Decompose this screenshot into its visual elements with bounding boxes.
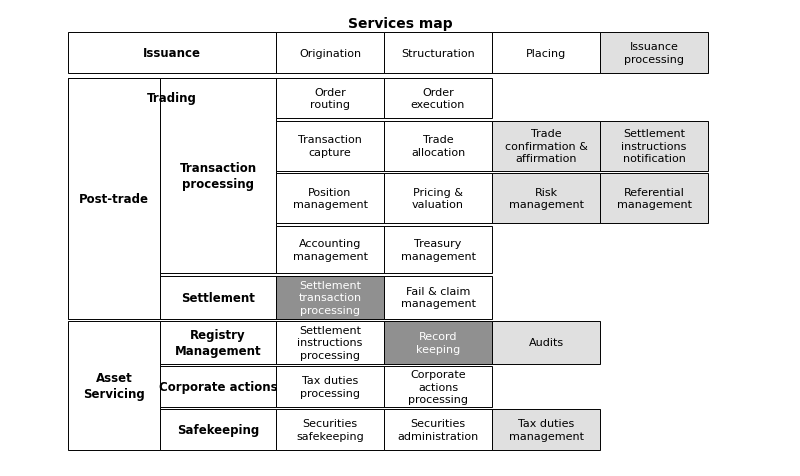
- Text: Issuance
processing: Issuance processing: [624, 42, 684, 65]
- Bar: [160, 409, 276, 450]
- Bar: [384, 79, 492, 119]
- Bar: [68, 321, 160, 450]
- Bar: [276, 321, 384, 364]
- Text: Audits: Audits: [529, 338, 563, 347]
- Bar: [384, 409, 492, 450]
- Bar: [384, 121, 492, 171]
- Text: Asset
Servicing: Asset Servicing: [83, 371, 145, 400]
- Bar: [492, 321, 600, 364]
- Text: Securities
safekeeping: Securities safekeeping: [296, 418, 364, 441]
- Text: Origination: Origination: [299, 49, 361, 59]
- Text: Post-trade: Post-trade: [79, 192, 149, 205]
- Text: Corporate actions: Corporate actions: [158, 380, 278, 393]
- Bar: [160, 276, 276, 319]
- Text: Registry
Management: Registry Management: [174, 328, 262, 357]
- Bar: [160, 321, 276, 364]
- Text: Corporate
actions
processing: Corporate actions processing: [408, 369, 468, 404]
- Text: Risk
management: Risk management: [509, 188, 583, 210]
- Bar: [384, 276, 492, 319]
- Bar: [276, 121, 384, 171]
- Text: Settlement: Settlement: [181, 291, 255, 304]
- Bar: [276, 79, 384, 119]
- Text: Securities
administration: Securities administration: [398, 418, 478, 441]
- Bar: [492, 121, 600, 171]
- Text: Settlement
instructions
processing: Settlement instructions processing: [298, 326, 362, 360]
- Bar: [276, 367, 384, 407]
- Bar: [68, 33, 276, 74]
- Bar: [600, 33, 708, 74]
- Text: Position
management: Position management: [293, 188, 367, 210]
- Bar: [276, 409, 384, 450]
- Bar: [384, 174, 492, 224]
- Bar: [276, 226, 384, 274]
- Text: Accounting
management: Accounting management: [293, 239, 367, 261]
- Text: Structuration: Structuration: [401, 49, 475, 59]
- Text: Settlement
transaction
processing: Settlement transaction processing: [298, 280, 362, 315]
- Bar: [384, 226, 492, 274]
- Bar: [276, 276, 384, 319]
- Bar: [600, 174, 708, 224]
- Bar: [384, 321, 492, 364]
- Bar: [68, 79, 276, 119]
- Text: Safekeeping: Safekeeping: [177, 423, 259, 436]
- Text: Placing: Placing: [526, 49, 566, 59]
- Text: Trade
allocation: Trade allocation: [411, 135, 465, 158]
- Text: Record
keeping: Record keeping: [416, 332, 460, 354]
- Bar: [492, 174, 600, 224]
- Bar: [492, 33, 600, 74]
- Bar: [276, 33, 384, 74]
- Bar: [68, 79, 160, 319]
- Text: Tax duties
processing: Tax duties processing: [300, 376, 360, 398]
- Text: Order
routing: Order routing: [310, 88, 350, 110]
- Text: Trade
confirmation &
affirmation: Trade confirmation & affirmation: [505, 129, 587, 164]
- Bar: [160, 367, 276, 407]
- Bar: [384, 367, 492, 407]
- Text: Settlement
instructions
notification: Settlement instructions notification: [622, 129, 686, 164]
- Bar: [276, 174, 384, 224]
- Text: Order
execution: Order execution: [411, 88, 465, 110]
- Text: Treasury
management: Treasury management: [401, 239, 475, 261]
- Bar: [600, 121, 708, 171]
- Text: Services map: Services map: [348, 17, 452, 30]
- Text: Trading: Trading: [147, 92, 197, 105]
- Text: Issuance: Issuance: [143, 47, 201, 60]
- Bar: [384, 33, 492, 74]
- Text: Transaction
capture: Transaction capture: [298, 135, 362, 158]
- Text: Transaction
processing: Transaction processing: [179, 162, 257, 190]
- Bar: [492, 409, 600, 450]
- Text: Tax duties
management: Tax duties management: [509, 418, 583, 441]
- Text: Pricing &
valuation: Pricing & valuation: [412, 188, 464, 210]
- Text: Referential
management: Referential management: [617, 188, 691, 210]
- Text: Fail & claim
management: Fail & claim management: [401, 287, 475, 308]
- Bar: [160, 79, 276, 274]
